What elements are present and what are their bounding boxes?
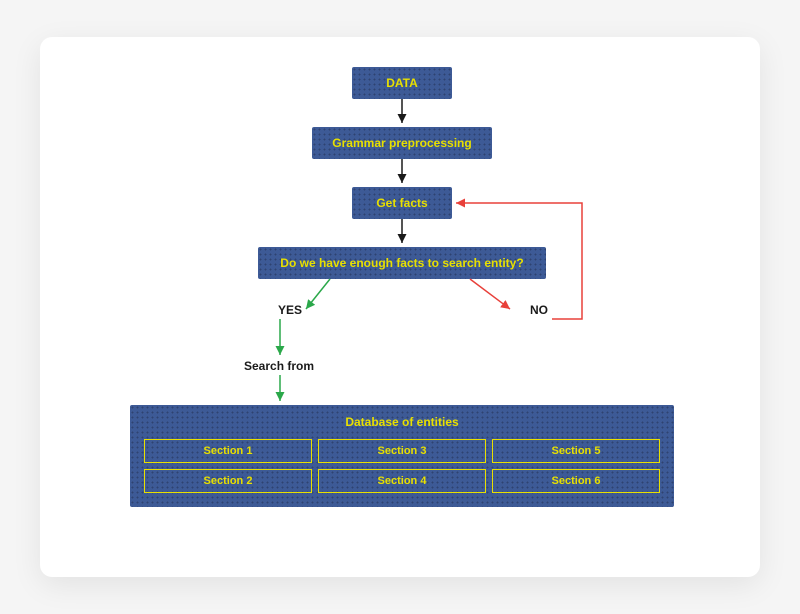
node-getfacts-label: Get facts <box>376 196 427 210</box>
database-title: Database of entities <box>144 415 660 429</box>
label-no: NO <box>530 303 548 317</box>
node-grammar-label: Grammar preprocessing <box>332 136 471 150</box>
database-container: Database of entities Section 1 Section 3… <box>130 405 674 507</box>
edge-data-grammar <box>402 99 702 249</box>
node-decision-label: Do we have enough facts to search entity… <box>280 256 523 270</box>
db-section: Section 3 <box>318 439 486 463</box>
db-section: Section 1 <box>144 439 312 463</box>
node-getfacts: Get facts <box>352 187 452 219</box>
database-grid: Section 1 Section 3 Section 5 Section 2 … <box>144 439 660 493</box>
edge-getfacts-decision <box>402 219 702 369</box>
node-data: DATA <box>352 67 452 99</box>
label-no-text: NO <box>530 303 548 317</box>
node-grammar: Grammar preprocessing <box>312 127 492 159</box>
flowchart-card: DATA Grammar preprocessing Get facts Do … <box>40 37 760 577</box>
flowchart-canvas: DATA Grammar preprocessing Get facts Do … <box>70 67 730 547</box>
node-data-label: DATA <box>386 76 418 90</box>
label-yes: YES <box>278 303 302 317</box>
node-decision: Do we have enough facts to search entity… <box>258 247 546 279</box>
edge-grammar-getfacts <box>402 159 702 309</box>
label-yes-text: YES <box>278 303 302 317</box>
label-search-from: Search from <box>244 359 314 373</box>
db-section: Section 6 <box>492 469 660 493</box>
db-section: Section 4 <box>318 469 486 493</box>
db-section: Section 5 <box>492 439 660 463</box>
db-section: Section 2 <box>144 469 312 493</box>
label-search-from-text: Search from <box>244 359 314 373</box>
